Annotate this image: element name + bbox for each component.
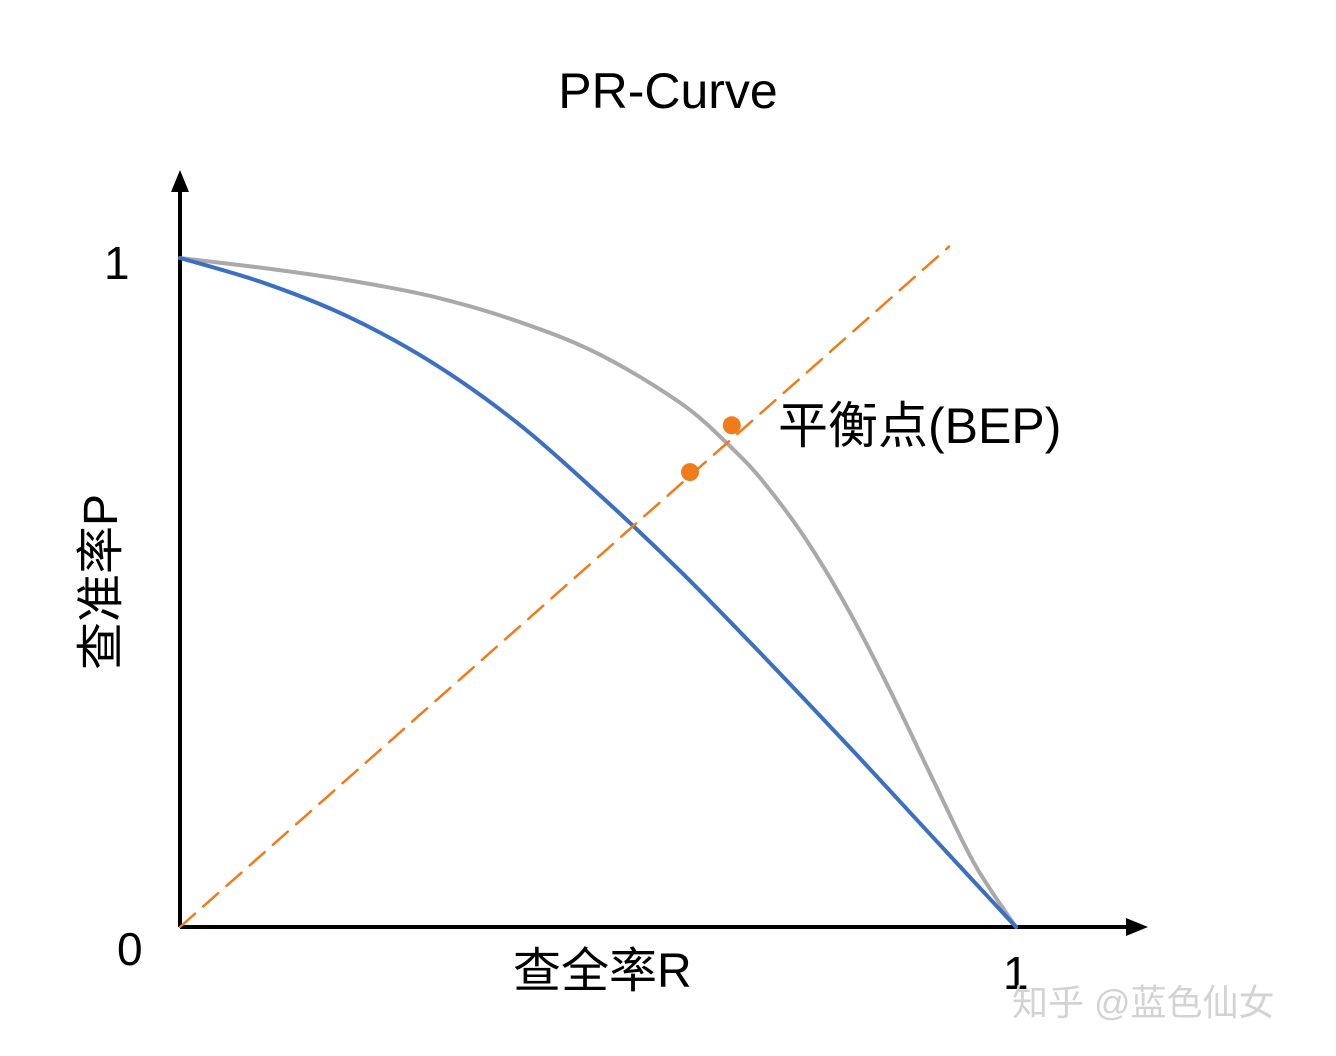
watermark: 知乎 @蓝色仙女 — [1012, 982, 1275, 1023]
y-axis-label: 查准率P — [75, 493, 128, 671]
series-line-1 — [178, 256, 1018, 929]
y-axis-arrow — [171, 170, 189, 192]
chart-title: PR-Curve — [558, 63, 778, 119]
bep-annotation: 平衡点(BEP) — [778, 398, 1062, 454]
series-line-0 — [178, 256, 1018, 929]
series-line-2 — [178, 245, 951, 929]
series-layer — [178, 245, 1018, 929]
x-tick-label-end: 1 — [1003, 947, 1029, 999]
x-tick-label-origin: 0 — [117, 923, 143, 975]
x-axis-arrow — [1126, 918, 1148, 936]
bep-point-1 — [681, 463, 699, 482]
axes — [171, 170, 1148, 936]
points-layer — [681, 416, 741, 482]
bep-point-0 — [722, 416, 741, 435]
y-tick-label-top: 1 — [104, 237, 130, 289]
x-axis-label: 查全率R — [513, 945, 692, 998]
